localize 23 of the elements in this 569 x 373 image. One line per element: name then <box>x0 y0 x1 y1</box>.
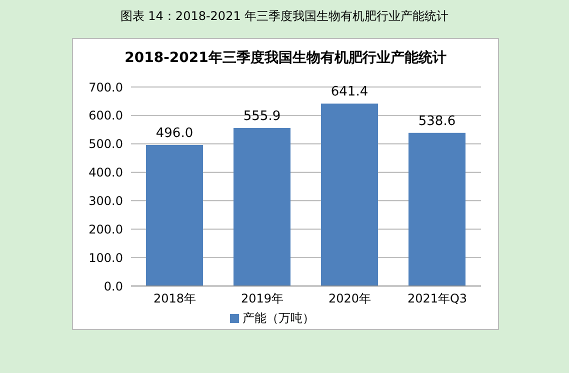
chart-subtitle: 2018-2021年三季度我国生物有机肥行业产能统计 <box>124 49 448 67</box>
data-label: 641.4 <box>330 84 368 100</box>
data-label: 538.6 <box>418 114 456 129</box>
x-tick-label: 2021年Q3 <box>407 292 468 306</box>
data-label: 496.0 <box>156 126 194 141</box>
bar <box>321 104 378 286</box>
x-tick-label: 2020年 <box>328 292 372 306</box>
y-tick-label: 200.0 <box>88 222 123 236</box>
y-tick-label: 500.0 <box>88 137 123 152</box>
chart-title: 图表 14：2018-2021 年三季度我国生物有机肥行业产能统计 <box>119 8 450 25</box>
legend-label: 产能（万吨） <box>242 311 314 325</box>
y-tick-label: 600.0 <box>88 108 123 123</box>
y-tick-label: 400.0 <box>88 166 123 180</box>
y-tick-label: 700.0 <box>88 80 123 94</box>
bar <box>408 132 466 286</box>
data-label: 555.9 <box>243 108 281 124</box>
y-tick-label: 100.0 <box>88 250 123 265</box>
bar <box>234 128 290 286</box>
x-tick-label: 2019年 <box>240 292 284 306</box>
bar <box>146 144 203 286</box>
y-tick-label: 0.0 <box>104 279 123 294</box>
y-tick-label: 300.0 <box>88 194 123 208</box>
x-tick-label: 2018年 <box>153 292 196 306</box>
